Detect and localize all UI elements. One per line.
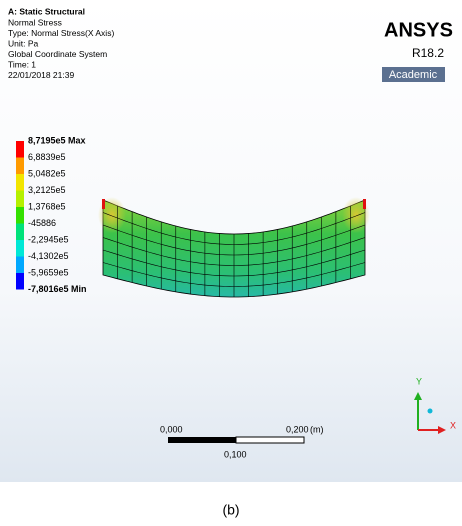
legend-label: -2,2945e5 [28,234,69,244]
beam-edge [102,199,105,209]
scale-bar [168,437,304,443]
scale-right: 0,200 [286,424,309,434]
scale-left: 0,000 [160,424,183,434]
logo-version: R18.2 [412,46,444,60]
caption: (b) [222,502,239,518]
scale-middle: 0,100 [224,449,247,459]
legend-label: 8,7195e5 Max [28,135,86,145]
beam-edge [363,199,366,209]
legend-label: -45886 [28,218,56,228]
header-line: Unit: Pa [8,38,39,48]
header-line: 22/01/2018 21:39 [8,70,74,80]
header-line: Time: 1 [8,59,36,69]
logo-brand: ANSYS [384,19,453,41]
screenshot: A: Static Structural Normal StressType: … [0,0,462,526]
header-title: A: Static Structural [8,6,85,16]
triad-x: X [450,420,456,430]
legend-label: -4,1302e5 [28,251,69,261]
scale-unit: (m) [310,424,324,434]
header-line: Normal Stress [8,17,62,27]
triad-y: Y [416,376,422,386]
legend-label: 1,3768e5 [28,201,66,211]
legend-label: -7,8016e5 Min [28,284,87,294]
header-line: Type: Normal Stress(X Axis) [8,28,114,38]
legend-label: -5,9659e5 [28,267,69,277]
logo-edition: Academic [389,69,438,81]
legend-label: 5,0482e5 [28,168,66,178]
legend-label: 6,8839e5 [28,152,66,162]
legend-label: 3,2125e5 [28,185,66,195]
header-line: Global Coordinate System [8,49,107,59]
